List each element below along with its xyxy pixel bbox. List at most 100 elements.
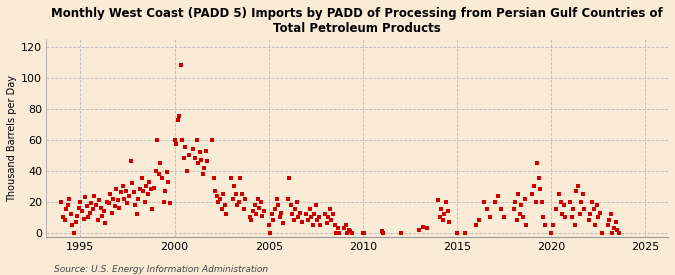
Point (192, 161, 203, 165)
Point (339, 226, 350, 230)
Point (165, 201, 176, 205)
Point (139, 200, 150, 204)
Point (207, 138, 217, 142)
Point (436, 207, 447, 212)
Point (102, 200, 113, 204)
Point (512, 218, 522, 222)
Point (74, 206, 84, 210)
Point (151, 169, 161, 173)
Point (287, 212, 298, 216)
Point (125, 159, 136, 164)
Point (614, 230, 624, 235)
Point (539, 223, 550, 227)
Point (219, 203, 230, 207)
Point (433, 198, 443, 202)
Point (92, 218, 103, 222)
Point (273, 203, 284, 207)
Point (235, 176, 246, 181)
Point (210, 189, 221, 193)
Point (532, 161, 543, 165)
Point (565, 200, 576, 204)
Point (173, 114, 184, 119)
Point (148, 186, 159, 190)
Point (81, 204, 92, 208)
Point (86, 201, 97, 205)
Point (493, 193, 504, 198)
Point (328, 212, 339, 216)
Point (359, 230, 370, 235)
Point (72, 213, 82, 218)
Point (306, 215, 317, 219)
Point (59, 218, 70, 222)
Point (250, 212, 261, 216)
Point (417, 224, 428, 229)
Point (481, 207, 492, 212)
Title: Monthly West Coast (PADD 5) Imports by PADD of Processing from Persian Gulf Coun: Monthly West Coast (PADD 5) Imports by P… (51, 7, 663, 35)
Point (172, 117, 183, 122)
Point (346, 230, 357, 235)
Point (57, 215, 68, 219)
Point (531, 200, 541, 204)
Point (323, 215, 334, 219)
Point (414, 227, 425, 232)
Point (557, 212, 568, 216)
Point (216, 207, 227, 212)
Point (331, 230, 342, 235)
Point (211, 193, 222, 198)
Point (576, 200, 587, 204)
Point (152, 138, 163, 142)
Point (301, 212, 312, 216)
Point (180, 145, 191, 150)
Point (200, 148, 211, 153)
Point (134, 187, 145, 191)
Point (116, 190, 127, 195)
Point (259, 209, 269, 213)
Point (94, 198, 105, 202)
Point (529, 184, 539, 188)
Point (65, 212, 76, 216)
Point (194, 150, 205, 154)
Point (519, 196, 530, 201)
Point (516, 203, 527, 207)
Point (558, 203, 569, 207)
Point (138, 189, 148, 193)
Point (267, 212, 277, 216)
Point (602, 223, 613, 227)
Point (437, 218, 448, 222)
Point (499, 215, 510, 219)
Point (268, 218, 279, 222)
Point (588, 207, 599, 212)
Point (593, 215, 603, 219)
Point (100, 221, 111, 226)
Point (230, 192, 241, 196)
Point (108, 196, 119, 201)
Point (105, 192, 115, 196)
Point (537, 200, 547, 204)
Point (282, 196, 293, 201)
Point (142, 192, 153, 196)
Point (358, 230, 369, 235)
Point (332, 226, 343, 230)
Point (293, 215, 304, 219)
Point (495, 207, 506, 212)
Point (342, 230, 352, 235)
Point (153, 172, 164, 176)
Point (263, 223, 274, 227)
Point (163, 179, 173, 184)
Point (596, 230, 607, 235)
Point (269, 207, 280, 212)
Point (271, 196, 282, 201)
Point (191, 138, 202, 142)
Point (132, 212, 142, 216)
Point (114, 206, 125, 210)
Point (215, 196, 225, 201)
Point (83, 215, 94, 219)
Point (474, 218, 485, 222)
Point (64, 196, 75, 201)
Point (574, 212, 585, 216)
Point (314, 215, 325, 219)
Point (90, 203, 101, 207)
Point (56, 200, 67, 204)
Point (587, 200, 597, 204)
Point (182, 169, 192, 173)
